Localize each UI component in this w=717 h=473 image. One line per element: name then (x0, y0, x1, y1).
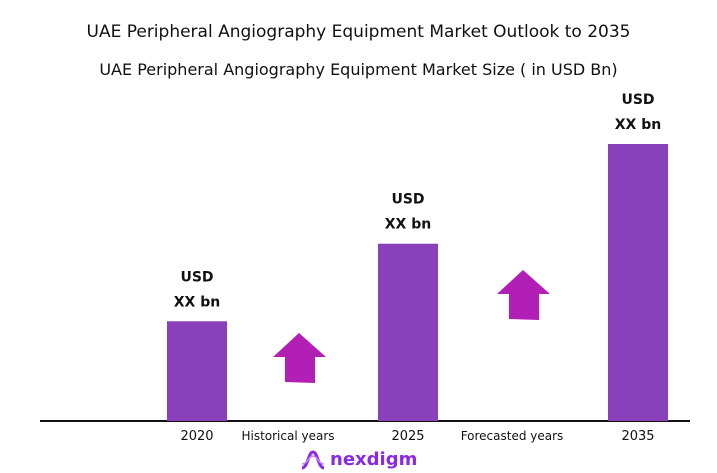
nexdigm-logo: nexdigm (300, 449, 417, 471)
logo-text: nexdigm (330, 449, 418, 470)
bar-2035 (608, 144, 668, 421)
growth-arrow-icon (273, 333, 326, 383)
bar-2025 (378, 243, 438, 421)
data-label-2020: XX bn (174, 294, 220, 310)
period-label: Forecasted years (461, 429, 564, 443)
x-tick-label: 2020 (180, 429, 213, 444)
chart-subtitle: UAE Peripheral Angiography Equipment Mar… (99, 60, 618, 79)
data-label-2020: USD (180, 269, 213, 285)
growth-arrow-icon (497, 270, 550, 320)
period-label: Historical years (241, 429, 334, 443)
data-label-2025: XX bn (385, 217, 431, 233)
data-label-2035: XX bn (615, 117, 661, 133)
x-tick-label: 2035 (621, 429, 654, 444)
logo-mark-icon (301, 450, 325, 470)
data-label-2035: USD (621, 92, 654, 108)
bar-2020 (167, 321, 227, 421)
x-tick-label: 2025 (391, 429, 424, 444)
data-label-2025: USD (391, 192, 424, 208)
chart-title: UAE Peripheral Angiography Equipment Mar… (86, 22, 631, 42)
